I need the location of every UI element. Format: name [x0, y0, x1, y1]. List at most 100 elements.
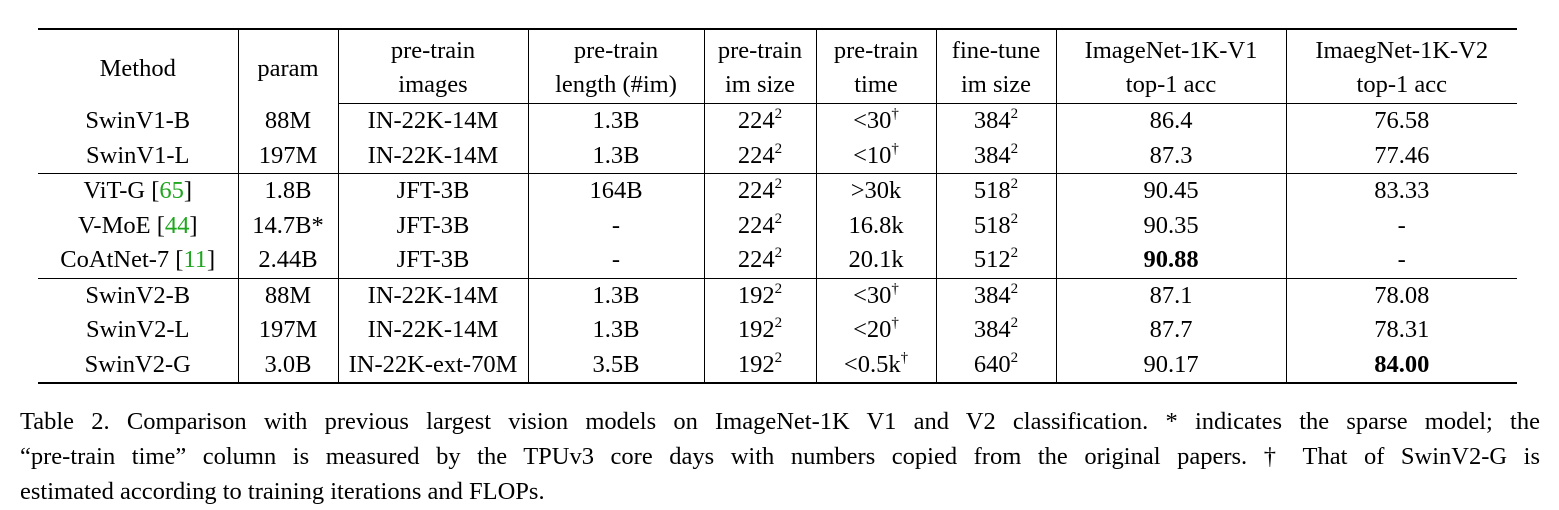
cell-length: - [528, 243, 705, 279]
caption-line-2: “pre-train time” column is measured by t… [20, 443, 1540, 470]
dagger-mark: † [891, 106, 899, 123]
cell-length: 1.3B [528, 138, 705, 174]
cell-time: <0.5k† [816, 347, 937, 384]
finetune-exponent: 2 [1010, 140, 1019, 157]
finetune-exponent: 2 [1010, 349, 1019, 366]
imsize-value: 224 [737, 141, 775, 169]
cell-length: - [528, 208, 705, 243]
finetune-value: 512 [973, 246, 1011, 274]
time-value: 16.8k [848, 211, 904, 239]
comparison-table-container: Method param pre-train pre-train pre-tra… [38, 28, 1517, 384]
finetune-value: 518 [973, 177, 1011, 205]
cell-v1-acc: 90.45 [1056, 173, 1287, 209]
imsize-exponent: 2 [774, 280, 783, 297]
header-pretrain-imsize-bottom: im size [704, 68, 817, 104]
cell-imsize: 2242 [704, 208, 817, 243]
citation-link[interactable]: 11 [183, 246, 208, 274]
cell-param: 14.7B* [238, 208, 339, 243]
cell-method: SwinV1-B [38, 103, 239, 139]
table-group-jft: ViT-G [65] 1.8B JFT-3B 164B 2242 >30k 51… [38, 173, 1517, 279]
cell-v1-acc: 87.1 [1056, 278, 1287, 313]
citation-bracket: ] [183, 177, 193, 205]
cell-images: JFT-3B [338, 208, 529, 243]
finetune-value: 384 [973, 141, 1011, 169]
cell-finetune: 3842 [936, 138, 1057, 174]
header-imagenet-v1-bottom: top-1 acc [1056, 68, 1287, 104]
cell-images: IN-22K-ext-70M [338, 347, 529, 384]
finetune-exponent: 2 [1010, 210, 1019, 227]
method-name: SwinV2-L [86, 316, 190, 344]
header-finetune-imsize-bottom: im size [936, 68, 1057, 104]
header-finetune-imsize-top: fine-tune [936, 28, 1057, 68]
cell-v1-acc: 90.35 [1056, 208, 1287, 243]
cell-param: 197M [238, 313, 339, 348]
cell-param: 2.44B [238, 243, 339, 279]
table-group-swinv1: SwinV1-B 88M IN-22K-14M 1.3B 2242 <30† 3… [38, 103, 1517, 174]
cell-length: 3.5B [528, 347, 705, 384]
cell-method: SwinV2-G [38, 347, 239, 384]
header-pretrain-time-top: pre-train [816, 28, 937, 68]
imsize-value: 192 [737, 350, 775, 378]
cell-method: CoAtNet-7 [11] [38, 243, 239, 279]
table-caption: Table 2. Comparison with previous larges… [20, 404, 1540, 509]
cell-length: 164B [528, 173, 705, 209]
table-row: SwinV2-G 3.0B IN-22K-ext-70M 3.5B 1922 <… [38, 347, 1517, 384]
cell-time: <10† [816, 138, 937, 174]
imsize-value: 192 [737, 316, 775, 344]
method-name: SwinV1-L [86, 141, 190, 169]
cell-v2-acc: 77.46 [1286, 138, 1517, 174]
finetune-exponent: 2 [1010, 315, 1019, 332]
imsize-exponent: 2 [774, 245, 783, 262]
cell-time: >30k [816, 173, 937, 209]
time-value: <10 [853, 141, 892, 169]
citation-link[interactable]: 44 [164, 211, 190, 239]
cell-method: SwinV1-L [38, 138, 239, 174]
cell-images: JFT-3B [338, 243, 529, 279]
table-row: SwinV1-L 197M IN-22K-14M 1.3B 2242 <10† … [38, 138, 1517, 174]
time-value: <30 [853, 107, 892, 135]
cell-imsize: 2242 [704, 138, 817, 174]
cell-v1-acc: 86.4 [1056, 103, 1287, 139]
dagger-mark: † [891, 140, 899, 157]
cell-images: IN-22K-14M [338, 103, 529, 139]
header-pretrain-imsize-top: pre-train [704, 28, 817, 68]
table-row: CoAtNet-7 [11] 2.44B JFT-3B - 2242 20.1k… [38, 243, 1517, 279]
method-name: ViT-G [ [83, 177, 160, 205]
cell-time: <30† [816, 278, 937, 313]
method-name: SwinV2-G [84, 350, 191, 378]
imsize-value: 224 [737, 177, 775, 205]
caption-line-1: Table 2. Comparison with previous larges… [20, 408, 1540, 435]
time-value: >30k [850, 177, 902, 205]
citation-link[interactable]: 65 [159, 177, 184, 205]
finetune-exponent: 2 [1010, 176, 1019, 193]
dagger-mark: † [891, 280, 899, 297]
cell-param: 197M [238, 138, 339, 174]
cell-images: JFT-3B [338, 173, 529, 209]
cell-finetune: 5182 [936, 208, 1057, 243]
method-name: SwinV2-B [85, 281, 191, 309]
time-value: <30 [853, 281, 892, 309]
cell-v1-acc: 87.7 [1056, 313, 1287, 348]
imsize-exponent: 2 [774, 349, 783, 366]
cell-finetune: 6402 [936, 347, 1057, 384]
cell-imsize: 2242 [704, 173, 817, 209]
cell-imsize: 2242 [704, 243, 817, 279]
time-value: <20 [853, 316, 892, 344]
table-row: SwinV2-L 197M IN-22K-14M 1.3B 1922 <20† … [38, 313, 1517, 348]
cell-v2-acc: 83.33 [1374, 177, 1430, 205]
cell-images: IN-22K-14M [338, 313, 529, 348]
cell-imsize: 1922 [704, 347, 817, 384]
cell-images: IN-22K-14M [338, 138, 529, 174]
cell-finetune: 5182 [936, 173, 1057, 209]
cell-param: 88M [238, 103, 339, 139]
cell-images: IN-22K-14M [338, 278, 529, 313]
cell-v1-acc-best: 90.88 [1056, 243, 1287, 279]
imsize-exponent: 2 [774, 176, 783, 193]
cell-imsize: 1922 [704, 313, 817, 348]
table-row: SwinV2-B 88M IN-22K-14M 1.3B 1922 <30† 3… [38, 278, 1517, 313]
header-imagenet-v2-bottom: top-1 acc [1286, 68, 1517, 104]
cell-param: 1.8B [238, 173, 339, 209]
finetune-value: 384 [973, 316, 1011, 344]
cell-finetune: 3842 [936, 313, 1057, 348]
time-value: 20.1k [848, 246, 904, 274]
